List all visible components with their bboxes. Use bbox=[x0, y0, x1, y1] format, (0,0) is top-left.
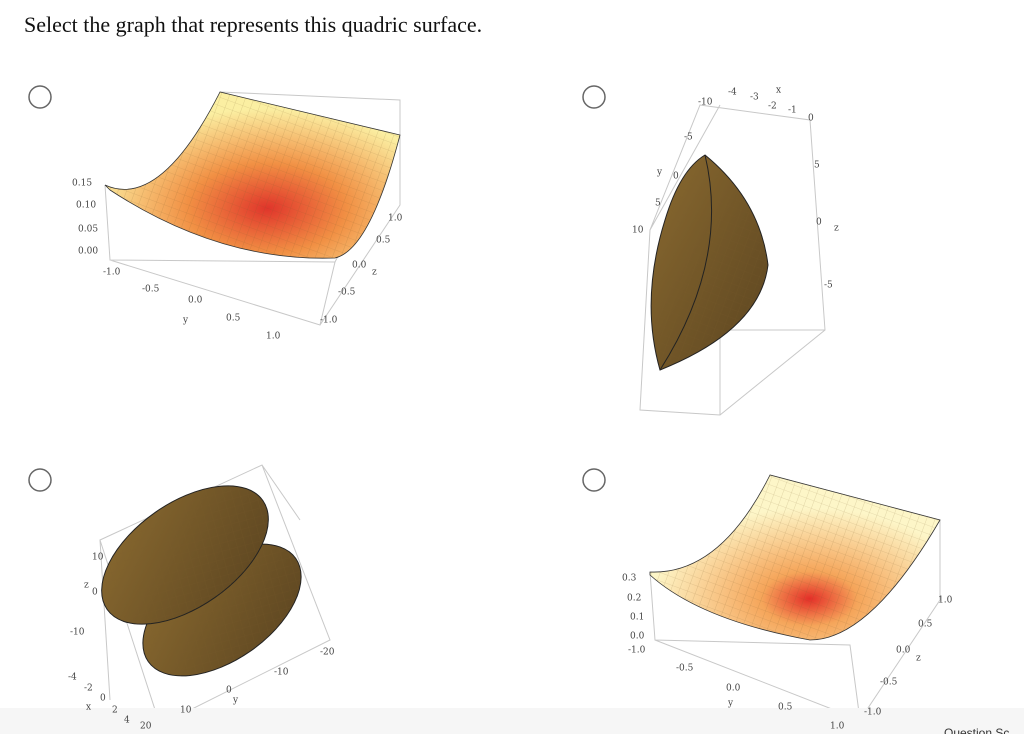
axis-tick-label: -1.0 bbox=[628, 646, 646, 656]
axis-tick-label: 5 bbox=[814, 161, 820, 171]
axis-tick-label: 1.0 bbox=[938, 596, 953, 606]
axis-tick-label: x bbox=[86, 703, 91, 713]
bottom-bar bbox=[0, 708, 1024, 734]
axis-tick-label: 0 bbox=[100, 694, 106, 704]
axis-tick-label: -20 bbox=[320, 648, 335, 658]
axis-tick-label: 0.0 bbox=[896, 646, 911, 656]
axis-tick-label: -2 bbox=[84, 684, 93, 694]
axis-tick-label: -10 bbox=[274, 668, 289, 678]
axis-tick-label: 1.0 bbox=[266, 332, 281, 342]
axis-tick-label: 1.0 bbox=[830, 722, 845, 732]
axis-tick-label: 10 bbox=[92, 553, 104, 563]
axis-tick-label: 20 bbox=[140, 722, 152, 732]
axis-tick-label: y bbox=[727, 699, 734, 709]
axis-tick-label: 0.0 bbox=[352, 261, 367, 271]
axis-tick-label: 0.1 bbox=[630, 613, 644, 623]
axis-tick-label: -2 bbox=[768, 102, 777, 112]
axis-tick-label: z bbox=[372, 268, 377, 278]
axis-tick-label: -4 bbox=[68, 673, 77, 683]
axis-tick-label: -1.0 bbox=[864, 708, 882, 718]
axis-tick-label: 0.0 bbox=[726, 684, 741, 694]
axis-tick-label: 0.5 bbox=[376, 236, 391, 246]
axis-tick-label: 0.05 bbox=[78, 225, 98, 235]
axis-tick-label: 10 bbox=[180, 706, 192, 716]
graph-a bbox=[104, 91, 401, 326]
graph-b bbox=[639, 104, 826, 416]
axis-tick-label: 4 bbox=[124, 716, 130, 726]
axis-tick-label: 0 bbox=[226, 686, 232, 696]
option-radio[interactable] bbox=[28, 85, 52, 109]
axis-tick-label: -4 bbox=[728, 88, 737, 98]
axis-tick-label: 0.0 bbox=[188, 296, 203, 306]
axis-tick-label: -1.0 bbox=[320, 316, 338, 326]
footer: Question Sc bbox=[944, 726, 1009, 734]
axis-tick-label: 0.15 bbox=[72, 179, 92, 189]
axis-tick-label: -10 bbox=[698, 98, 713, 108]
axis-tick-label: z bbox=[916, 654, 921, 664]
axis-tick-label: 10 bbox=[632, 226, 644, 236]
axis-tick-label: -5 bbox=[824, 281, 833, 291]
axis-tick-label: 1.0 bbox=[388, 214, 403, 224]
axis-tick-label: 0.5 bbox=[918, 620, 933, 630]
option-radio[interactable] bbox=[28, 468, 52, 492]
axis-tick-label: y bbox=[232, 696, 239, 706]
axis-tick-label: 0 bbox=[808, 114, 814, 124]
axis-tick-label: 0.5 bbox=[778, 703, 793, 713]
axis-tick-label: 0.5 bbox=[226, 314, 241, 324]
axis-tick-label: 0 bbox=[816, 218, 822, 228]
graph-d bbox=[649, 474, 941, 721]
axis-tick-label: 0.0 bbox=[630, 632, 645, 642]
axis-tick-label: -1.0 bbox=[103, 268, 121, 278]
axis-tick-label: 0.2 bbox=[627, 594, 641, 604]
axis-tick-label: -0.5 bbox=[676, 664, 694, 674]
axis-tick-label: -5 bbox=[684, 133, 693, 143]
axis-tick-label: 0 bbox=[92, 588, 98, 598]
axis-tick-label: 5 bbox=[655, 199, 661, 209]
axis-tick-label: -0.5 bbox=[142, 285, 160, 295]
axis-tick-label: 2 bbox=[112, 706, 118, 716]
axis-tick-label: y bbox=[182, 316, 189, 326]
graph-c bbox=[99, 464, 331, 726]
axis-tick-label: -1 bbox=[788, 106, 797, 116]
question: Select the graph that represents this qu… bbox=[24, 12, 482, 37]
option-radio[interactable] bbox=[582, 468, 606, 492]
option-radio[interactable] bbox=[582, 85, 606, 109]
axis-tick-label: -3 bbox=[750, 93, 759, 103]
axis-tick-label: -0.5 bbox=[880, 678, 898, 688]
axis-tick-label: 0.00 bbox=[78, 247, 98, 257]
axis-tick-label: -10 bbox=[70, 628, 85, 638]
axis-tick-label: x bbox=[776, 86, 781, 96]
axis-tick-label: 0.3 bbox=[622, 574, 637, 584]
axis-tick-label: 0.10 bbox=[76, 201, 96, 211]
axis-tick-label: z bbox=[84, 581, 89, 591]
axis-tick-label: y bbox=[656, 168, 663, 178]
axis-tick-label: -0.5 bbox=[338, 288, 356, 298]
axis-tick-label: z bbox=[834, 224, 839, 234]
axis-tick-label: 0 bbox=[673, 172, 679, 182]
